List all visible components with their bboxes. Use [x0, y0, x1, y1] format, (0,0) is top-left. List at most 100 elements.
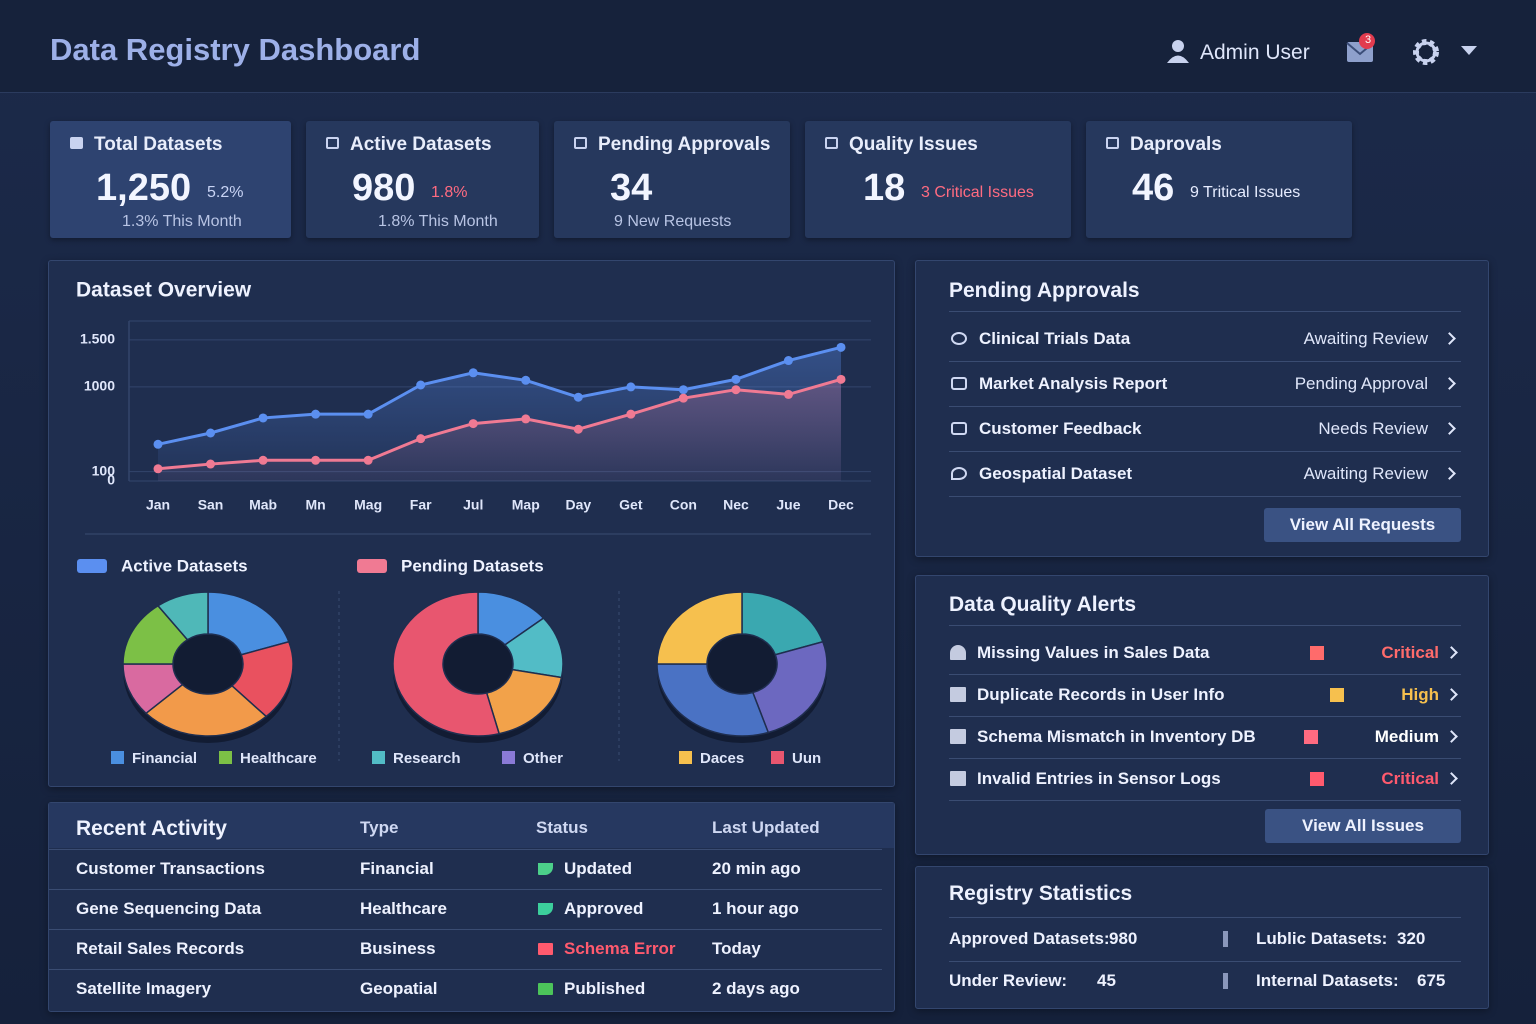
chevron[interactable] [1445, 688, 1458, 701]
stat-value: 45 [1097, 971, 1116, 990]
row-name[interactable]: Satellite Imagery [76, 979, 212, 998]
severity-square [1330, 688, 1344, 702]
kpi-value: 34 [610, 167, 653, 209]
kpi-icon [574, 137, 587, 149]
notification-count: 3 [1364, 34, 1372, 46]
x-tick-label: Jan [146, 497, 170, 513]
area [158, 379, 841, 481]
row-name[interactable]: Customer Transactions [76, 859, 265, 878]
point [363, 455, 373, 465]
view-button[interactable]: View All Issues [1265, 809, 1461, 843]
view-button[interactable]: View All Requests [1264, 508, 1461, 542]
settings-icon[interactable] [1410, 36, 1442, 68]
item-name[interactable]: Schema Mismatch in Inventory DB [977, 727, 1256, 746]
row-time: 20 min ago [712, 859, 801, 878]
chevron[interactable] [1445, 730, 1458, 743]
mail-icon[interactable] [1345, 32, 1381, 66]
status-icon [538, 863, 553, 875]
point [626, 409, 636, 419]
point [311, 455, 321, 465]
status-icon [538, 943, 553, 955]
user-name[interactable]: Admin User [1200, 41, 1310, 64]
x-tick-label: Jul [463, 497, 483, 513]
item-name[interactable]: Geospatial Dataset [979, 464, 1133, 483]
point [836, 342, 846, 352]
point [416, 434, 426, 444]
stat-value: 980 [1109, 929, 1138, 948]
item-name[interactable]: Clinical Trials Data [979, 329, 1131, 348]
divider [949, 496, 1461, 497]
point [468, 419, 478, 429]
row-status: Approved [564, 899, 644, 918]
divider [49, 969, 882, 970]
kpi-card: Active Datasets 980 1.8% 1.8% This Month [306, 121, 539, 238]
stat-value: 320 [1397, 929, 1426, 948]
pie-slice [741, 591, 824, 656]
chart-title: Dataset Overview [76, 279, 252, 302]
row-name[interactable]: Retail Sales Records [76, 939, 245, 958]
point [678, 385, 688, 395]
alerts-panel: Data Quality Alerts Missing Values in Sal… [915, 575, 1489, 855]
chevron[interactable] [1445, 772, 1458, 785]
stat-label: Internal Datasets: [1256, 971, 1399, 990]
chevron[interactable] [1443, 377, 1456, 390]
activity-panel: Recent Activity Type Status Last Updated Cus… [48, 802, 895, 1012]
point [731, 385, 741, 395]
point [836, 374, 846, 384]
chevron[interactable] [1443, 422, 1456, 435]
stats-panel: Registry Statistics Approved Datasets: 980… [915, 866, 1489, 1009]
status-icon [538, 903, 553, 915]
dropdown-caret[interactable] [1460, 45, 1478, 57]
legend-swatch [502, 751, 515, 764]
kpi-change: 5.2% [207, 184, 244, 201]
item-name[interactable]: Missing Values in Sales Data [977, 643, 1210, 662]
header-bar: Data Registry Dashboard Admin User 3 [0, 0, 1536, 93]
item-icon [950, 729, 966, 744]
row-type: Geopatial [360, 979, 438, 998]
item-name[interactable]: Market Analysis Report [979, 374, 1168, 393]
divider [949, 361, 1461, 362]
x-tick-label: Con [670, 497, 697, 513]
divider [49, 849, 882, 850]
divider [949, 406, 1461, 407]
pie-slice [656, 663, 770, 737]
severity: Critical [1381, 769, 1439, 788]
kpi-icon [825, 137, 838, 149]
chevron[interactable] [1445, 646, 1458, 659]
divider [49, 889, 882, 890]
point [153, 464, 163, 474]
point [416, 380, 426, 390]
row-name[interactable]: Gene Sequencing Data [76, 899, 262, 918]
chevron[interactable] [1443, 332, 1456, 345]
point [626, 382, 636, 392]
item-icon [951, 377, 967, 390]
panel-title: Pending Approvals [949, 279, 1140, 302]
pending-panel: Pending Approvals Clinical Trials Data Awa… [915, 260, 1489, 557]
item-icon [950, 645, 966, 660]
kpi-title: Total Datasets [94, 134, 223, 155]
row-time: Today [712, 939, 761, 958]
item-name[interactable]: Customer Feedback [979, 419, 1142, 438]
legend-swatch [679, 751, 692, 764]
chevron[interactable] [1443, 467, 1456, 480]
legend-swatch [372, 751, 385, 764]
kpi-icon [70, 137, 83, 149]
column-header: Status [536, 818, 588, 837]
point [153, 439, 163, 449]
legend-label: Research [393, 750, 461, 767]
legend-label: Other [523, 750, 563, 767]
divider [949, 625, 1461, 626]
column-header: Last Updated [712, 818, 820, 837]
divider [949, 674, 1461, 675]
overview-panel: Dataset Overview 0 100 1000 1.500 Jan San Mab Mn… [48, 260, 895, 787]
stat-label: Under Review: [949, 971, 1068, 990]
item-name[interactable]: Invalid Entries in Sensor Logs [977, 769, 1221, 788]
point [678, 393, 688, 403]
point [311, 409, 321, 419]
row-type: Healthcare [360, 899, 447, 918]
panel-title: Recent Activity [76, 817, 227, 840]
point [783, 356, 793, 366]
divider [949, 917, 1461, 918]
item-name[interactable]: Duplicate Records in User Info [977, 685, 1225, 704]
divider [949, 961, 1461, 962]
